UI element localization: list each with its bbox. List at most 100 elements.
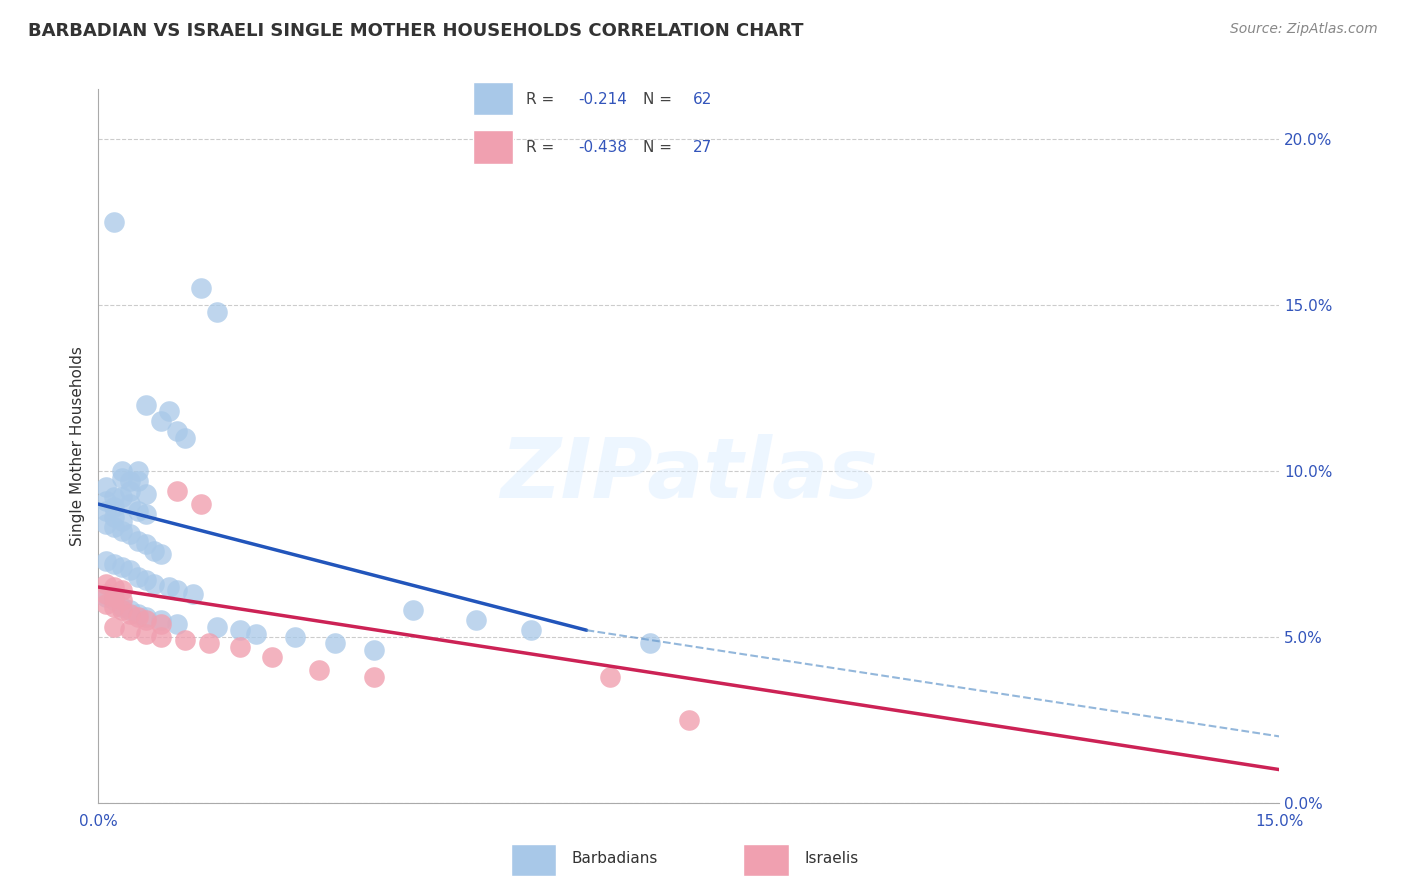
Point <box>103 593 125 607</box>
Point <box>157 580 180 594</box>
Point <box>103 590 125 604</box>
Point <box>118 497 141 511</box>
Point <box>96 504 118 518</box>
Point <box>111 599 134 614</box>
Point <box>111 524 134 538</box>
Point <box>260 649 283 664</box>
Text: 27: 27 <box>693 140 711 155</box>
Point <box>118 607 141 621</box>
Point <box>96 516 118 531</box>
Text: R =: R = <box>526 140 560 155</box>
Text: -0.214: -0.214 <box>578 92 627 106</box>
Point <box>166 483 188 498</box>
Point <box>103 500 125 515</box>
Point <box>111 514 134 528</box>
Point <box>111 491 134 505</box>
Point <box>181 587 204 601</box>
Y-axis label: Single Mother Households: Single Mother Households <box>70 346 86 546</box>
Point <box>166 616 188 631</box>
Point <box>166 583 188 598</box>
Point <box>103 557 125 571</box>
Point <box>135 626 157 640</box>
Point <box>127 504 149 518</box>
Point <box>363 670 385 684</box>
Point <box>229 640 252 654</box>
Point <box>127 533 149 548</box>
Text: R =: R = <box>526 92 560 106</box>
Point <box>127 570 149 584</box>
Point <box>118 474 141 488</box>
Point <box>127 474 149 488</box>
Text: -0.438: -0.438 <box>578 140 627 155</box>
Point <box>135 397 157 411</box>
Point <box>197 636 219 650</box>
Point <box>150 616 173 631</box>
Point <box>135 613 157 627</box>
Point <box>111 593 134 607</box>
Point <box>111 603 134 617</box>
Point <box>465 613 488 627</box>
Point <box>103 620 125 634</box>
Point <box>127 610 149 624</box>
Point <box>127 464 149 478</box>
Point <box>127 607 149 621</box>
Point <box>118 564 141 578</box>
Point <box>96 493 118 508</box>
Point <box>142 543 165 558</box>
Point <box>96 590 118 604</box>
FancyBboxPatch shape <box>744 844 789 876</box>
Text: N =: N = <box>644 92 678 106</box>
Text: ZIPatlas: ZIPatlas <box>501 434 877 515</box>
Point <box>190 497 212 511</box>
Point <box>135 537 157 551</box>
Point <box>363 643 385 657</box>
Point <box>150 547 173 561</box>
Point <box>103 520 125 534</box>
Point <box>111 560 134 574</box>
Point <box>229 624 252 638</box>
FancyBboxPatch shape <box>474 130 513 163</box>
Point <box>96 587 118 601</box>
Point <box>103 510 125 524</box>
Text: BARBADIAN VS ISRAELI SINGLE MOTHER HOUSEHOLDS CORRELATION CHART: BARBADIAN VS ISRAELI SINGLE MOTHER HOUSE… <box>28 22 804 40</box>
Point <box>284 630 307 644</box>
Point <box>150 613 173 627</box>
Point <box>150 414 173 428</box>
Point <box>308 663 330 677</box>
Point <box>96 576 118 591</box>
Text: Israelis: Israelis <box>804 851 859 866</box>
Point <box>111 464 134 478</box>
Point <box>142 576 165 591</box>
Point <box>103 491 125 505</box>
Point <box>118 624 141 638</box>
Point <box>135 507 157 521</box>
Text: N =: N = <box>644 140 678 155</box>
FancyBboxPatch shape <box>474 82 513 115</box>
Point <box>190 281 212 295</box>
Point <box>118 483 141 498</box>
Point <box>166 424 188 438</box>
Point <box>245 626 267 640</box>
Point <box>174 431 197 445</box>
Point <box>103 599 125 614</box>
Point <box>678 713 700 727</box>
Text: 62: 62 <box>693 92 713 106</box>
Point <box>118 527 141 541</box>
Point <box>520 624 543 638</box>
FancyBboxPatch shape <box>510 844 557 876</box>
Point <box>135 574 157 588</box>
Point <box>205 620 228 634</box>
Text: Source: ZipAtlas.com: Source: ZipAtlas.com <box>1230 22 1378 37</box>
Point <box>174 633 197 648</box>
Text: Barbadians: Barbadians <box>571 851 658 866</box>
Point <box>205 304 228 318</box>
Point <box>135 610 157 624</box>
Point <box>111 583 134 598</box>
Point <box>638 636 661 650</box>
Point <box>157 404 180 418</box>
Point <box>402 603 425 617</box>
Point <box>323 636 346 650</box>
Point <box>150 630 173 644</box>
Point <box>103 215 125 229</box>
Point <box>111 470 134 484</box>
